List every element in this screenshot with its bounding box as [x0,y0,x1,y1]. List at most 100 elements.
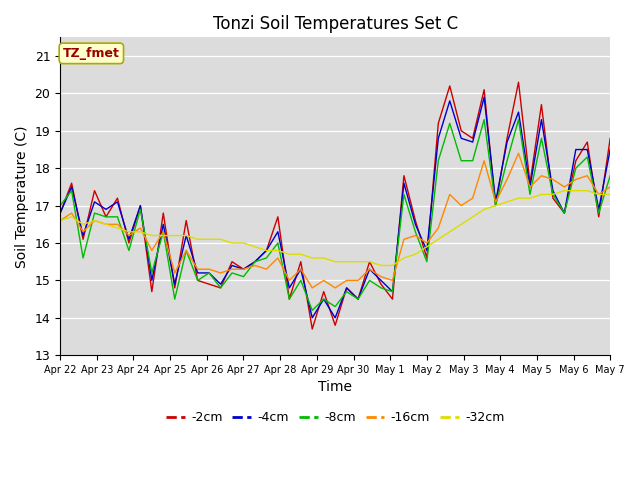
-8cm [102,214,110,220]
-4cm [549,188,557,193]
-8cm [297,277,305,283]
-32cm [102,221,110,227]
-8cm [217,285,225,291]
-8cm [584,154,591,160]
-32cm [606,192,614,197]
-8cm [355,296,362,302]
-2cm [228,259,236,264]
-8cm [79,255,87,261]
-2cm [343,285,351,291]
-2cm [285,296,293,302]
-32cm [480,206,488,212]
-16cm [435,225,442,231]
-4cm [308,315,316,321]
-2cm [423,255,431,261]
-2cm [503,135,511,141]
-4cm [492,199,499,205]
-4cm [515,109,522,115]
-32cm [125,229,132,235]
-4cm [194,270,202,276]
-32cm [492,203,499,208]
-8cm [492,203,499,208]
-16cm [320,277,328,283]
-8cm [572,165,580,171]
-8cm [159,229,167,235]
-16cm [205,266,213,272]
-16cm [194,266,202,272]
-8cm [538,135,545,141]
-32cm [114,225,122,231]
-16cm [114,221,122,227]
X-axis label: Time: Time [318,381,352,395]
-2cm [595,214,603,220]
-8cm [446,120,454,126]
-2cm [480,87,488,93]
-4cm [435,135,442,141]
-16cm [584,173,591,179]
-4cm [595,206,603,212]
-4cm [251,259,259,264]
-4cm [469,139,477,145]
-2cm [297,259,305,264]
-8cm [125,248,132,253]
-32cm [423,244,431,250]
-32cm [343,259,351,264]
-16cm [365,266,373,272]
-16cm [274,255,282,261]
-16cm [148,248,156,253]
-2cm [217,285,225,291]
-32cm [182,233,190,239]
-2cm [446,83,454,89]
-16cm [515,150,522,156]
-32cm [159,233,167,239]
-2cm [114,195,122,201]
-8cm [332,304,339,310]
-16cm [480,158,488,164]
-2cm [549,195,557,201]
-4cm [355,296,362,302]
-32cm [503,199,511,205]
-8cm [561,210,568,216]
-32cm [251,244,259,250]
-32cm [308,255,316,261]
-4cm [159,221,167,227]
-4cm [171,281,179,287]
-8cm [251,259,259,264]
-2cm [251,259,259,264]
-32cm [320,255,328,261]
-4cm [480,94,488,100]
-32cm [239,240,247,246]
-16cm [400,236,408,242]
-16cm [492,199,499,205]
-4cm [572,147,580,153]
-8cm [56,203,64,208]
-16cm [458,203,465,208]
Legend: -2cm, -4cm, -8cm, -16cm, -32cm: -2cm, -4cm, -8cm, -16cm, -32cm [161,406,509,429]
-8cm [194,277,202,283]
-4cm [102,206,110,212]
-4cm [136,203,144,208]
-4cm [423,248,431,253]
-16cm [469,195,477,201]
-4cm [262,248,270,253]
-16cm [606,184,614,190]
-4cm [606,147,614,153]
-32cm [365,259,373,264]
-2cm [91,188,99,193]
-16cm [182,248,190,253]
-8cm [239,274,247,279]
-2cm [572,158,580,164]
-32cm [297,252,305,257]
-8cm [595,210,603,216]
-32cm [595,192,603,197]
-4cm [584,147,591,153]
-4cm [114,199,122,205]
-8cm [308,308,316,313]
-32cm [446,229,454,235]
-4cm [297,266,305,272]
-32cm [91,218,99,224]
-2cm [606,135,614,141]
-4cm [205,270,213,276]
-2cm [561,210,568,216]
-2cm [538,102,545,108]
